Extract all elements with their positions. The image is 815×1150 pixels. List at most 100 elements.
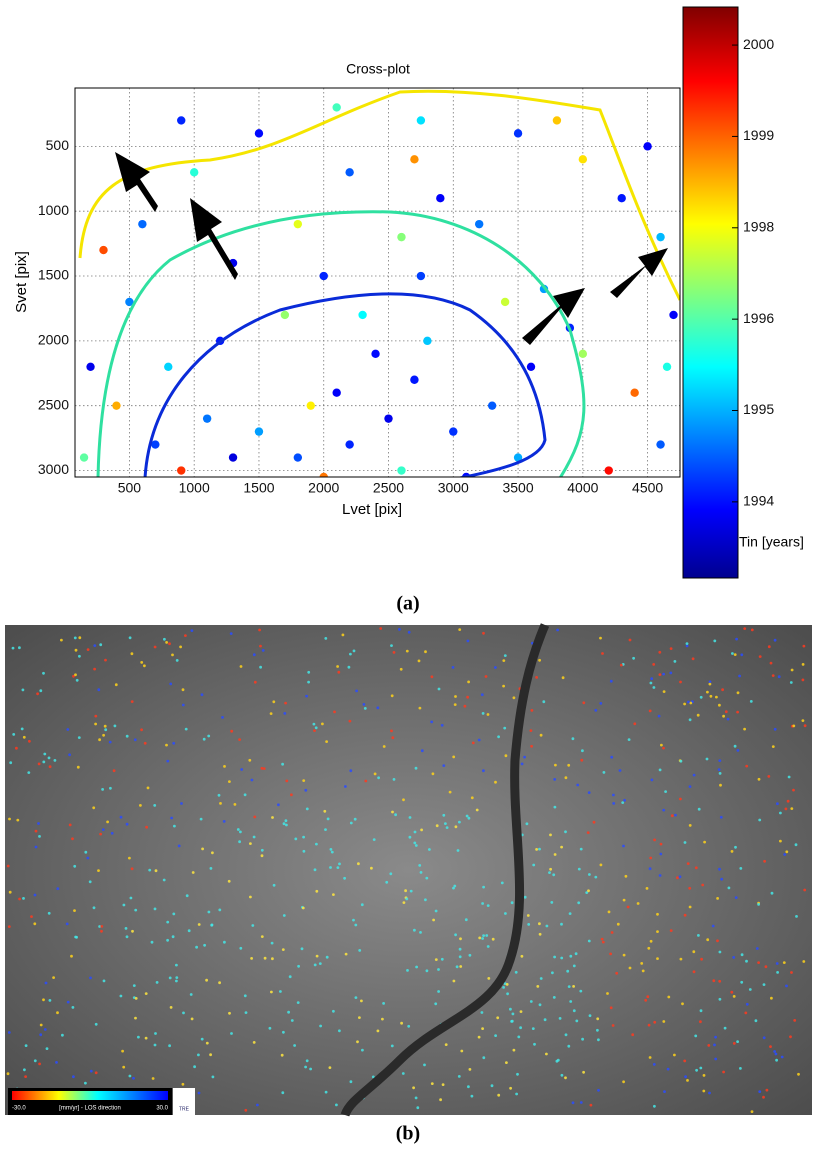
image-dot bbox=[680, 958, 683, 961]
image-dot bbox=[71, 837, 74, 840]
image-dot bbox=[102, 828, 105, 831]
image-dot bbox=[253, 836, 256, 839]
image-dot bbox=[284, 702, 287, 705]
image-dot bbox=[622, 845, 625, 848]
image-dot bbox=[656, 930, 659, 933]
image-dot bbox=[234, 803, 237, 806]
image-dot bbox=[418, 864, 421, 867]
image-dot bbox=[211, 924, 214, 927]
point bbox=[397, 233, 405, 241]
image-dot bbox=[718, 980, 721, 983]
image-dot bbox=[700, 1009, 703, 1012]
image-dot bbox=[66, 728, 69, 731]
image-dot bbox=[394, 813, 397, 816]
image-dot bbox=[178, 845, 181, 848]
image-dot bbox=[207, 735, 210, 738]
image-dot bbox=[506, 992, 509, 995]
image-dot bbox=[364, 707, 367, 710]
image-dot bbox=[324, 637, 327, 640]
image-dot bbox=[720, 816, 723, 819]
point bbox=[514, 129, 522, 137]
image-dot bbox=[703, 1074, 706, 1077]
image-dot bbox=[309, 1068, 312, 1071]
image-dot bbox=[186, 894, 189, 897]
image-dot bbox=[315, 890, 318, 893]
image-dot bbox=[795, 843, 798, 846]
image-dot bbox=[791, 669, 794, 672]
image-dot bbox=[297, 965, 300, 968]
image-dot bbox=[250, 957, 253, 960]
image-dot bbox=[175, 976, 178, 979]
image-dot bbox=[43, 753, 46, 756]
image-dot bbox=[16, 819, 19, 822]
image-dot bbox=[722, 715, 725, 718]
image-dot bbox=[409, 836, 412, 839]
image-dot bbox=[325, 1091, 328, 1094]
image-dot bbox=[494, 781, 497, 784]
image-dot bbox=[773, 1050, 776, 1053]
image-dot bbox=[122, 1066, 125, 1069]
image-dot bbox=[667, 996, 670, 999]
image-dot bbox=[482, 712, 485, 715]
image-dot bbox=[68, 753, 71, 756]
image-dot bbox=[66, 923, 69, 926]
image-dot bbox=[564, 830, 567, 833]
point bbox=[255, 427, 263, 435]
point bbox=[579, 350, 587, 358]
image-dot bbox=[603, 771, 606, 774]
image-dot bbox=[145, 992, 148, 995]
image-dot bbox=[184, 634, 187, 637]
image-dot bbox=[568, 985, 571, 988]
image-dot bbox=[282, 1031, 285, 1034]
image-dot bbox=[281, 1091, 284, 1094]
image-dot bbox=[739, 1067, 742, 1070]
image-dot bbox=[737, 691, 740, 694]
image-dot bbox=[49, 765, 52, 768]
image-dot bbox=[650, 682, 653, 685]
image-dot bbox=[620, 664, 623, 667]
image-dot bbox=[145, 826, 148, 829]
y-tick-label: 2000 bbox=[38, 332, 69, 348]
image-dot bbox=[44, 1028, 47, 1031]
image-dot bbox=[731, 652, 734, 655]
image-dot bbox=[706, 691, 709, 694]
point bbox=[229, 453, 237, 461]
image-dot bbox=[679, 681, 682, 684]
point bbox=[643, 142, 651, 150]
image-dot bbox=[656, 913, 659, 916]
image-dot bbox=[538, 659, 541, 662]
axes bbox=[75, 88, 680, 477]
image-dot bbox=[135, 997, 138, 1000]
image-dot bbox=[478, 1036, 481, 1039]
image-dot bbox=[695, 1069, 698, 1072]
image-dot bbox=[73, 909, 76, 912]
image-dot bbox=[710, 695, 713, 698]
legend-max: 30.0 bbox=[156, 1106, 168, 1112]
image-dot bbox=[646, 887, 649, 890]
image-dot bbox=[646, 995, 649, 998]
colorbar-tick-label: 2000 bbox=[743, 36, 774, 52]
y-axis-label: Svet [pix] bbox=[13, 251, 30, 313]
image-dot bbox=[168, 642, 171, 645]
image-dot bbox=[538, 922, 541, 925]
image-dot bbox=[531, 709, 534, 712]
image-dot bbox=[139, 804, 142, 807]
image-dot bbox=[653, 1105, 656, 1108]
satellite-image: -30.0 [mm/yr] - LOS direction 30.0 TRE bbox=[5, 625, 812, 1115]
image-dot bbox=[218, 794, 221, 797]
image-dot bbox=[84, 851, 87, 854]
image-dot bbox=[436, 824, 439, 827]
image-dot bbox=[314, 964, 317, 967]
image-dot bbox=[419, 707, 422, 710]
x-tick-label: 3000 bbox=[438, 480, 469, 496]
image-dot bbox=[35, 846, 38, 849]
image-dot bbox=[125, 927, 128, 930]
image-dot bbox=[548, 871, 551, 874]
image-dot bbox=[94, 723, 97, 726]
image-dot bbox=[163, 879, 166, 882]
image-dot bbox=[482, 886, 485, 889]
image-dot bbox=[587, 831, 590, 834]
image-dot bbox=[93, 644, 96, 647]
image-dot bbox=[329, 866, 332, 869]
image-dot bbox=[100, 930, 103, 933]
